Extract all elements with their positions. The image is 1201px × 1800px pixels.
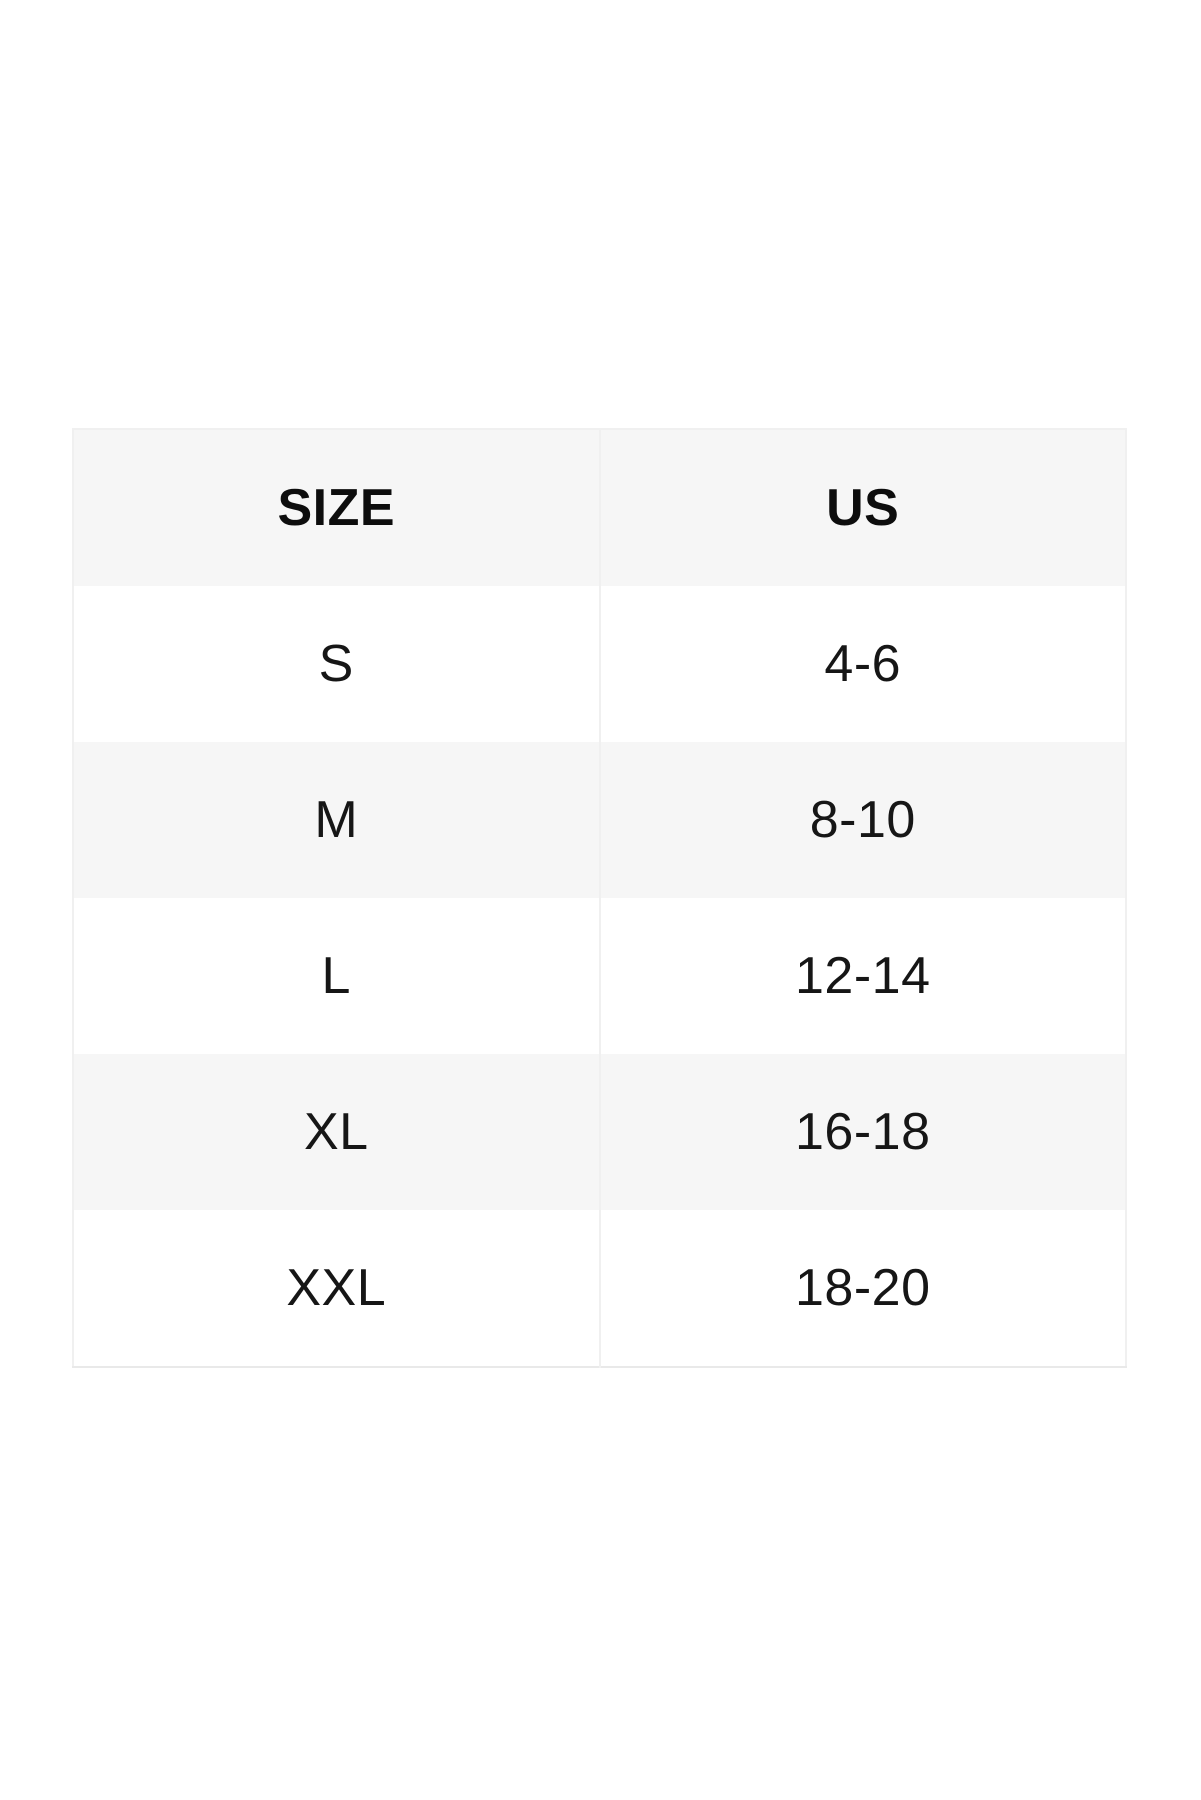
size-cell: L: [73, 898, 600, 1054]
us-cell: 8-10: [598, 742, 1126, 898]
header-cell-us: US: [598, 429, 1126, 586]
us-cell: 4-6: [598, 586, 1126, 742]
size-chart-header: SIZE US: [73, 429, 1126, 586]
size-chart-table: SIZE US S 4-6 M 8-10 L 12-14 XL 16-18 XX…: [72, 428, 1127, 1368]
size-cell: XXL: [73, 1210, 600, 1367]
size-cell: M: [73, 742, 600, 898]
us-cell: 12-14: [598, 898, 1126, 1054]
size-cell: XL: [73, 1054, 600, 1210]
us-cell: 18-20: [598, 1210, 1126, 1367]
size-cell: S: [73, 586, 600, 742]
size-chart-body: S 4-6 M 8-10 L 12-14 XL 16-18 XXL 18-20: [73, 586, 1126, 1367]
header-row: SIZE US: [73, 429, 1126, 586]
table-row: XL 16-18: [73, 1054, 1126, 1210]
us-cell: 16-18: [598, 1054, 1126, 1210]
table-row: XXL 18-20: [73, 1210, 1126, 1367]
header-cell-size: SIZE: [73, 429, 600, 586]
table-row: M 8-10: [73, 742, 1126, 898]
table-row: S 4-6: [73, 586, 1126, 742]
table-row: L 12-14: [73, 898, 1126, 1054]
